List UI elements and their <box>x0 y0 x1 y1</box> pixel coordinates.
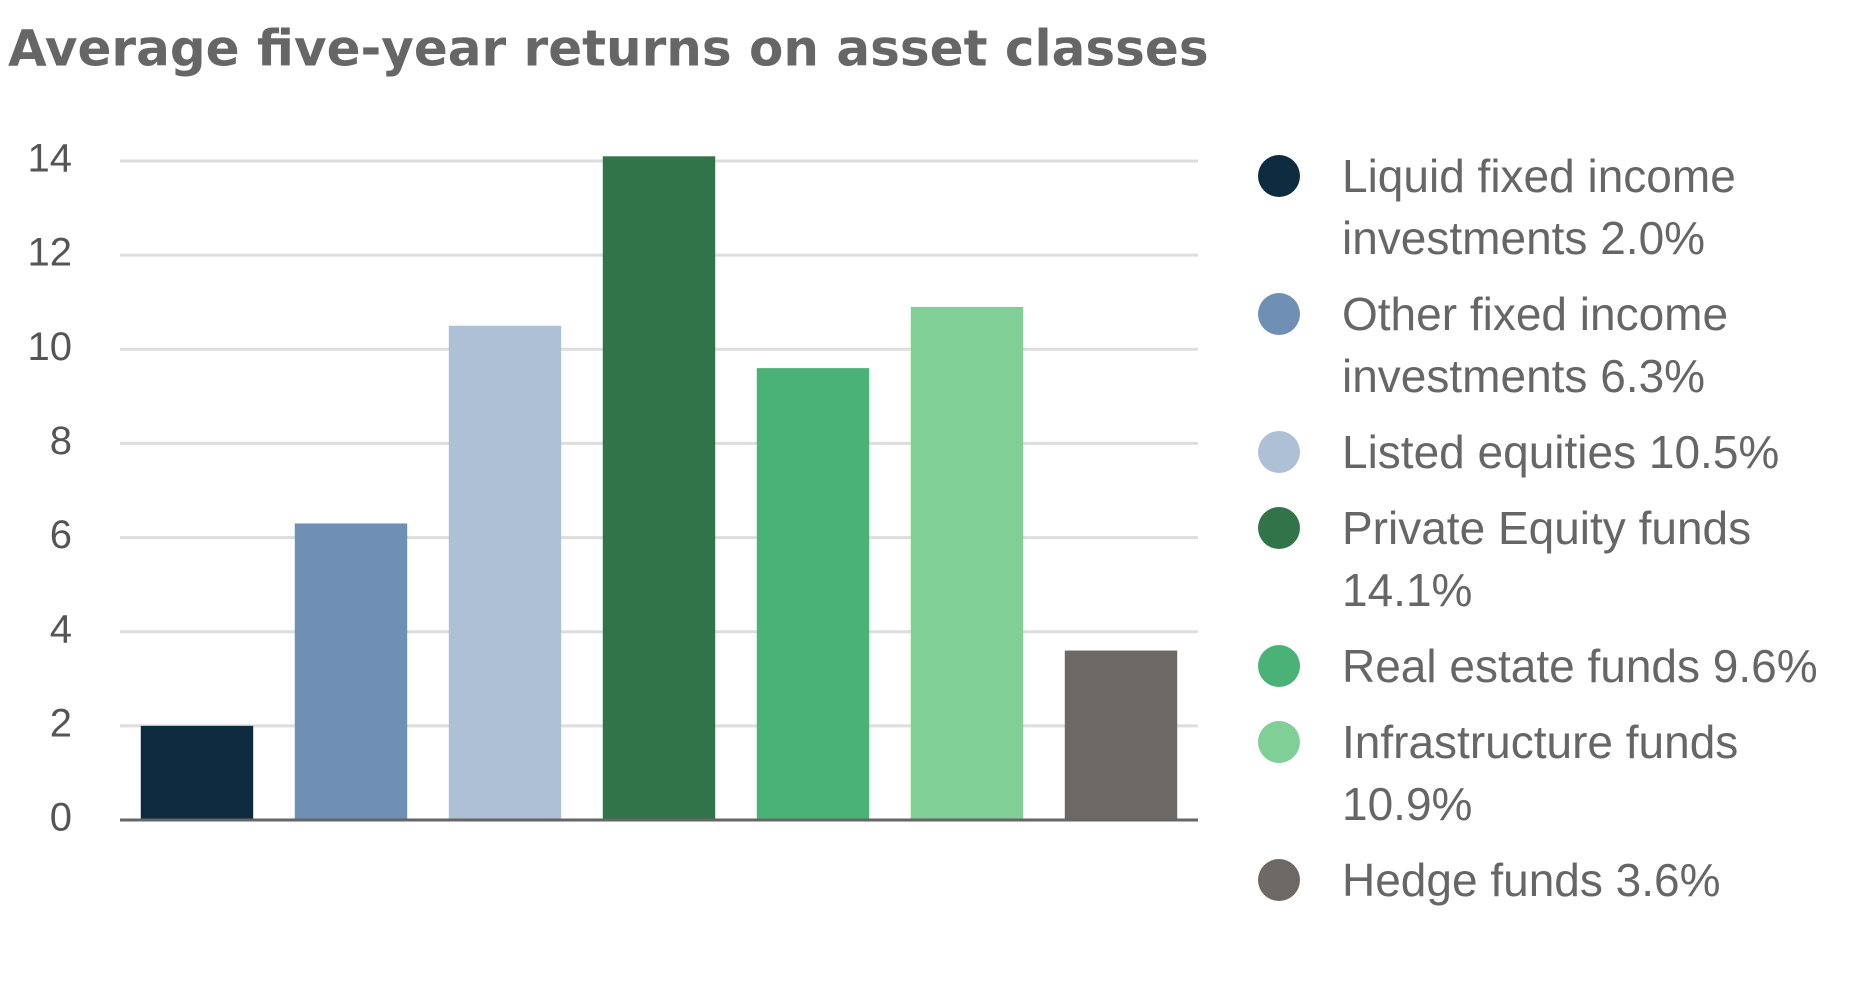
legend-label: Infrastructure funds <box>1342 716 1739 768</box>
legend-value: 6.3% <box>1600 350 1706 402</box>
legend-label: Private Equity funds <box>1342 502 1752 554</box>
legend-item: Liquid fixed income investments 2.0% <box>1258 145 1875 269</box>
y-tick-label: 14 <box>28 137 73 181</box>
y-tick-label: 8 <box>50 419 72 463</box>
legend-marker <box>1258 859 1300 901</box>
legend-marker <box>1258 721 1300 763</box>
bar <box>756 368 870 820</box>
legend-marker <box>1258 507 1300 549</box>
legend-label: Other fixed income investments <box>1342 288 1729 402</box>
bar <box>294 523 408 820</box>
legend-item: Hedge funds 3.6% <box>1258 849 1875 911</box>
y-tick-label: 12 <box>28 231 73 275</box>
y-tick-label: 4 <box>50 607 72 651</box>
legend-item: Real estate funds 9.6% <box>1258 635 1875 697</box>
legend-label: Liquid fixed income investments <box>1342 150 1736 264</box>
y-tick-label: 10 <box>28 325 73 369</box>
legend-item: Listed equities 10.5% <box>1258 421 1875 483</box>
chart-title: Average five-year returns on asset class… <box>8 20 1209 78</box>
legend-item: Private Equity funds 14.1% <box>1258 497 1875 621</box>
legend-value: 10.9% <box>1342 778 1473 830</box>
bar <box>1064 650 1178 820</box>
legend-value: 9.6% <box>1712 640 1818 692</box>
legend-marker <box>1258 645 1300 687</box>
legend-marker <box>1258 293 1300 335</box>
y-tick-label: 0 <box>50 796 72 840</box>
legend-marker <box>1258 155 1300 197</box>
legend-value: 10.5% <box>1648 426 1780 478</box>
legend-marker <box>1258 431 1300 473</box>
legend-label: Real estate funds <box>1342 640 1701 692</box>
legend-label: Listed equities <box>1342 426 1637 478</box>
legend-item: Other fixed income investments 6.3% <box>1258 283 1875 407</box>
legend-value: 14.1% <box>1342 564 1473 616</box>
legend-label: Hedge funds <box>1342 854 1603 906</box>
legend-item: Infrastructure funds 10.9% <box>1258 711 1875 835</box>
bar <box>448 325 562 820</box>
bar <box>602 156 716 821</box>
legend: Liquid fixed income investments 2.0% Othe… <box>1258 145 1875 911</box>
y-tick-label: 6 <box>50 513 72 557</box>
bar <box>140 725 254 820</box>
legend-value: 2.0% <box>1600 212 1706 264</box>
y-tick-label: 2 <box>50 701 72 745</box>
legend-value: 3.6% <box>1615 854 1721 906</box>
bar <box>910 306 1024 821</box>
